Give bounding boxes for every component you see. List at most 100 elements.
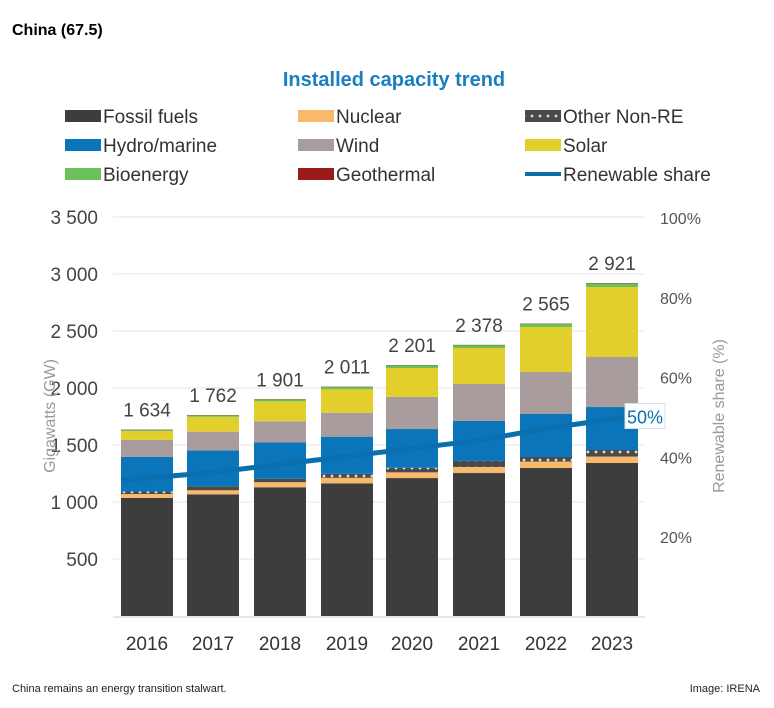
renewable-share-label-box xyxy=(624,403,666,429)
x-tick-label: 2020 xyxy=(391,634,433,655)
legend-swatch-wind xyxy=(298,139,334,151)
bar-segment-nuclear-2018 xyxy=(254,482,306,488)
y-tick-label: 1 000 xyxy=(50,493,98,514)
y-axis-label: Gigawatts (GW) xyxy=(42,359,59,473)
y-tick-label: 2 000 xyxy=(50,379,98,400)
legend: Fossil fuels Nuclear Other Non-RE Hydro/mar… xyxy=(65,107,711,186)
bar-segment-wind-2023 xyxy=(586,356,638,408)
bar-segment-solar-2022 xyxy=(520,327,572,373)
legend-swatch-solar xyxy=(525,139,561,151)
legend-label-hydro-marine: Hydro/marine xyxy=(103,136,217,157)
bar-segment-wind-2020 xyxy=(386,396,438,430)
bar-segment-other-non-re-2023 xyxy=(586,450,638,457)
legend-label-fossil-fuels: Fossil fuels xyxy=(103,107,198,128)
bar-segment-wind-2019 xyxy=(321,412,373,437)
bar-segment-other-non-re-2022 xyxy=(520,456,572,462)
bar-segment-fossil-fuels-2021 xyxy=(453,473,505,616)
bar-total-label: 2 565 xyxy=(522,295,570,316)
bar-segment-wind-2022 xyxy=(520,372,572,414)
bar-segment-solar-2020 xyxy=(386,368,438,397)
legend-label-nuclear: Nuclear xyxy=(336,107,402,128)
bar-segment-nuclear-2021 xyxy=(453,467,505,474)
bar-segment-fossil-fuels-2022 xyxy=(520,468,572,616)
image-credit: Image: IRENA xyxy=(689,683,760,695)
bar-segment-solar-2017 xyxy=(187,416,239,432)
y2-tick-label: 80% xyxy=(660,291,692,308)
x-tick-label: 2017 xyxy=(192,634,234,655)
x-tick-label: 2016 xyxy=(126,634,168,655)
bar-segment-nuclear-2020 xyxy=(386,472,438,479)
y-tick-label: 3 500 xyxy=(50,208,98,229)
bar-total-label: 2 201 xyxy=(388,336,436,357)
bar-segment-bioenergy-2016 xyxy=(121,429,173,432)
bar-segment-bioenergy-2017 xyxy=(187,415,239,417)
legend-label-solar: Solar xyxy=(563,136,608,157)
renewable-share-end-label: 50% xyxy=(627,408,663,428)
x-tick-label: 2019 xyxy=(326,634,368,655)
bar-segment-other-non-re-2021 xyxy=(453,460,505,468)
bar-segment-solar-2016 xyxy=(121,431,173,440)
bar-segment-other-non-re-2016 xyxy=(121,491,173,495)
bar-segment-bioenergy-2022 xyxy=(520,323,572,328)
y-tick-label: 3 000 xyxy=(50,265,98,286)
x-tick-label: 2023 xyxy=(591,634,633,655)
y2-tick-label: 100% xyxy=(660,211,701,228)
bar-segment-wind-2021 xyxy=(453,384,505,421)
bar-segment-hydro-marine-2022 xyxy=(520,413,572,457)
legend-label-other-non-re: Other Non-RE xyxy=(563,107,683,128)
y2-tick-label: 20% xyxy=(660,530,692,547)
axes: 500 1 000 1 500 2 000 2 500 3 000 3 500 20% 40% 6… xyxy=(50,208,700,655)
bar-total-label: 1 901 xyxy=(256,370,304,391)
bars: 1 634 1 762 1 901 2 011 2 201 2 378 2 565 2 921… xyxy=(120,254,666,616)
bar-segment-fossil-fuels-2018 xyxy=(254,487,306,616)
bar-segment-fossil-fuels-2023 xyxy=(586,463,638,616)
bar-total-label: 2 921 xyxy=(588,254,636,275)
chart-title: Installed capacity trend xyxy=(283,69,505,91)
bar-segment-nuclear-2016 xyxy=(121,494,173,498)
bar-segment-nuclear-2019 xyxy=(321,477,373,484)
x-tick-label: 2018 xyxy=(259,634,301,655)
bar-total-label: 1 634 xyxy=(123,401,171,422)
bar-segment-fossil-fuels-2016 xyxy=(121,497,173,616)
x-tick-label: 2022 xyxy=(525,634,567,655)
y-tick-label: 500 xyxy=(66,550,98,571)
legend-swatch-fossil-fuels xyxy=(65,110,101,122)
bar-segment-wind-2017 xyxy=(187,431,239,451)
renewable-share-line xyxy=(120,414,631,483)
bar-segment-bioenergy-2019 xyxy=(321,386,373,390)
bar-segment-nuclear-2022 xyxy=(520,461,572,469)
bar-segment-wind-2018 xyxy=(254,421,306,443)
bar-segment-other-non-re-2020 xyxy=(386,467,438,473)
bar-segment-fossil-fuels-2017 xyxy=(187,494,239,616)
bar-segment-other-non-re-2019 xyxy=(321,473,373,478)
bar-segment-fossil-fuels-2020 xyxy=(386,478,438,616)
page-header: China (67.5) xyxy=(12,22,103,39)
bar-segment-bioenergy-2023 xyxy=(586,283,638,287)
bar-segment-solar-2019 xyxy=(321,389,373,413)
bar-total-label: 1 762 xyxy=(189,386,237,407)
legend-label-wind: Wind xyxy=(336,136,379,157)
bar-segment-solar-2021 xyxy=(453,347,505,385)
x-tick-label: 2021 xyxy=(458,634,500,655)
legend-label-bioenergy: Bioenergy xyxy=(103,165,189,186)
bar-total-label: 2 011 xyxy=(324,358,370,379)
y-tick-label: 1 500 xyxy=(50,436,98,457)
legend-swatch-geothermal xyxy=(298,168,334,180)
legend-swatch-nuclear xyxy=(298,110,334,122)
bar-total-label: 2 378 xyxy=(455,316,503,337)
y2-axis-label: Renewable share (%) xyxy=(711,339,728,493)
bar-segment-fossil-fuels-2019 xyxy=(321,483,373,616)
legend-swatch-hydro-marine xyxy=(65,139,101,151)
y-tick-label: 2 500 xyxy=(50,322,98,343)
bar-segment-solar-2023 xyxy=(586,286,638,357)
caption: China remains an energy transition stalw… xyxy=(12,683,227,695)
bar-segment-bioenergy-2020 xyxy=(386,365,438,369)
bar-segment-other-non-re-2018 xyxy=(254,478,306,483)
bar-segment-solar-2018 xyxy=(254,401,306,422)
bar-segment-nuclear-2017 xyxy=(187,490,239,495)
legend-label-renewable-share: Renewable share xyxy=(563,165,711,186)
legend-label-geothermal: Geothermal xyxy=(336,165,435,186)
bar-segment-nuclear-2023 xyxy=(586,456,638,464)
bar-segment-bioenergy-2021 xyxy=(453,344,505,348)
